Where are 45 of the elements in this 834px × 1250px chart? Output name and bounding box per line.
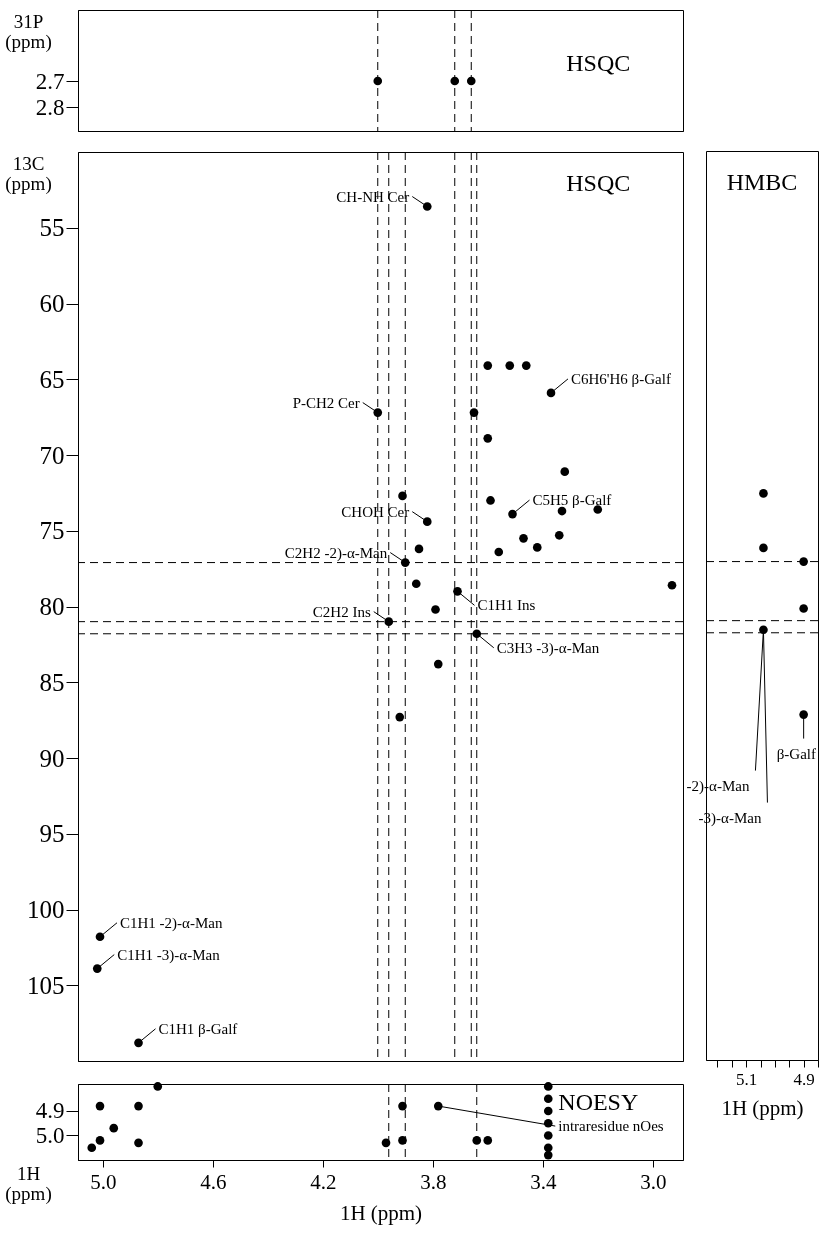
y-axis-title: 1H (ppm) — [5, 1162, 52, 1205]
y-axis-title: 13C (ppm) — [5, 152, 52, 195]
y-tick-label: 95 — [39, 820, 65, 848]
x-tick-label: 5.0 — [90, 1169, 117, 1194]
annotation: C1H1 -2)-α-Man — [120, 914, 223, 932]
y-tick-label: 60 — [39, 290, 65, 317]
annotation: P-CH2 Cer — [292, 394, 360, 411]
x-tick-label: 3.8 — [420, 1169, 447, 1194]
annotation: HMBC — [726, 168, 798, 195]
y-tick-label: 2.8 — [35, 94, 65, 120]
annotation: C2H2 Ins — [312, 603, 371, 620]
y-tick-label: 80 — [39, 593, 65, 620]
annotation: intraresidue nOes — [558, 1118, 664, 1135]
annotation: β-Galf — [776, 745, 816, 762]
annotation: C6H6'H6 β-Galf — [571, 370, 671, 387]
x-axis-title: 1H (ppm) — [339, 1200, 423, 1225]
x-tick-label: 3.0 — [640, 1169, 667, 1194]
annotation: CH-NH Cer — [336, 188, 410, 205]
y-tick-label: 75 — [39, 517, 65, 545]
annotation: HSQC — [566, 169, 631, 196]
annotation: NOESY — [558, 1089, 639, 1115]
annotation: C3H3 -3)-α-Man — [496, 639, 600, 657]
y-tick-label: 85 — [39, 668, 65, 696]
y-tick-label: 5.0 — [35, 1122, 65, 1148]
annotation: CHOH Cer — [341, 503, 410, 520]
y-tick-label: 4.9 — [35, 1098, 65, 1124]
x-tick-label: 4.6 — [200, 1169, 227, 1194]
y-tick-label: 55 — [39, 214, 65, 242]
annotation: C5H5 β-Galf — [532, 492, 612, 509]
x-tick-label: 5.1 — [736, 1069, 758, 1089]
annotation: C1H1 -3)-α-Man — [117, 946, 221, 964]
y-tick-label: 90 — [39, 744, 65, 772]
annotation: C1H1 β-Galf — [158, 1020, 238, 1037]
y-tick-label: 65 — [39, 365, 65, 393]
x-tick-label: 3.4 — [530, 1169, 557, 1194]
x-tick-label: 4.2 — [310, 1169, 337, 1194]
y-axis-title: 31P (ppm) — [5, 10, 52, 53]
y-tick-label: 100 — [27, 896, 65, 923]
y-tick-label: 105 — [27, 971, 65, 999]
annotation: C1H1 Ins — [477, 597, 536, 614]
x-axis-title: 1H (ppm) — [721, 1095, 804, 1120]
annotation: C2H2 -2)-α-Man — [284, 544, 388, 562]
y-tick-label: 70 — [39, 441, 65, 469]
annotation: HSQC — [566, 50, 631, 77]
y-tick-label: 2.7 — [35, 68, 65, 94]
